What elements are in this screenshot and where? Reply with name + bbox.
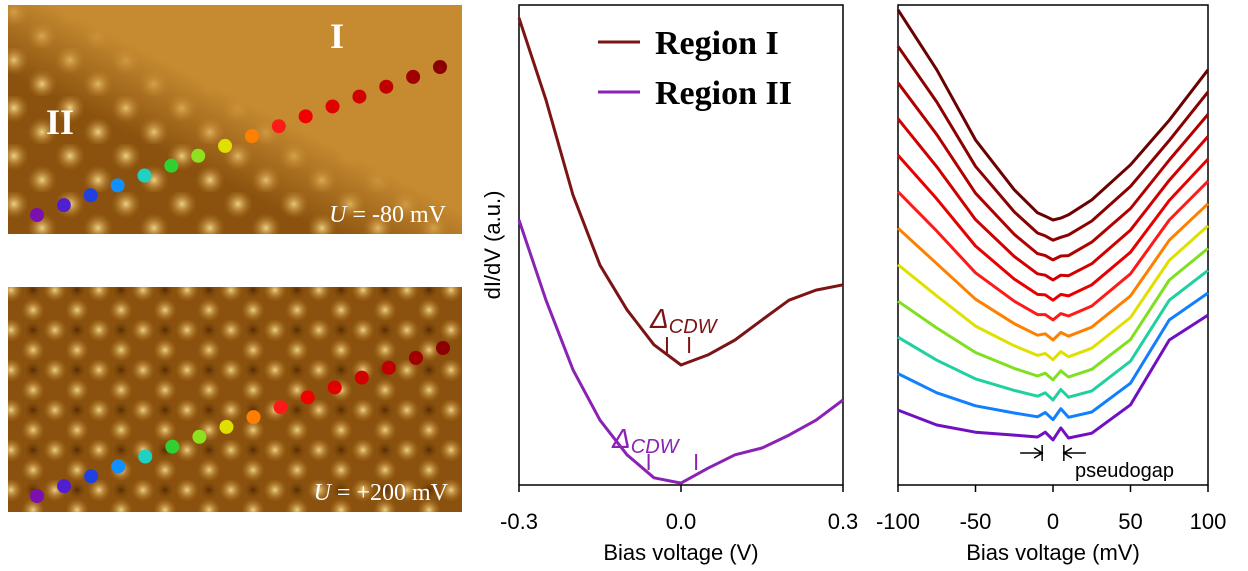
position-dot xyxy=(327,380,342,395)
x-tick-label: 0.0 xyxy=(666,509,697,534)
position-dot xyxy=(138,449,153,464)
x-tick-label: 0.3 xyxy=(828,509,859,534)
stm-image xyxy=(8,287,462,512)
position-dot xyxy=(381,360,396,375)
position-dot xyxy=(30,489,44,503)
data-line xyxy=(517,219,844,485)
position-dot xyxy=(354,370,369,385)
position-dot xyxy=(219,419,234,434)
bias-label: U = -80 mV xyxy=(329,202,447,228)
data-line xyxy=(897,224,1209,362)
position-dot xyxy=(244,129,259,144)
x-tick-label: 100 xyxy=(1190,509,1227,534)
region-label: I xyxy=(330,16,344,56)
x-tick-label: 50 xyxy=(1118,509,1142,534)
x-axis-label: Bias voltage (mV) xyxy=(966,540,1140,565)
region-label: II xyxy=(46,102,74,142)
gap-arrow xyxy=(1062,447,1086,459)
position-dot xyxy=(436,341,450,355)
data-line xyxy=(896,202,1210,342)
position-dot xyxy=(218,138,233,153)
position-dot xyxy=(57,479,72,494)
gap-label: ΔCDW xyxy=(649,303,719,338)
position-dots xyxy=(30,60,450,503)
x-axis-label: Bias voltage (V) xyxy=(603,540,758,565)
data-line xyxy=(897,269,1209,402)
legend-label: Region I xyxy=(655,25,779,62)
x-tick-label: -50 xyxy=(960,509,992,534)
data-line xyxy=(897,313,1209,442)
position-dot xyxy=(406,69,421,84)
plot-frame xyxy=(897,4,1209,486)
position-dot xyxy=(165,439,180,454)
data-line xyxy=(896,8,1210,222)
position-dot xyxy=(300,390,315,405)
x-tick-label: 0 xyxy=(1047,509,1059,534)
data-line xyxy=(896,180,1210,322)
stm-image xyxy=(8,5,462,234)
position-dot xyxy=(84,469,99,484)
position-dot xyxy=(111,459,126,474)
data-line xyxy=(896,45,1210,242)
pseudogap-label: pseudogap xyxy=(1075,460,1174,482)
data-line xyxy=(896,117,1210,282)
position-dot xyxy=(137,168,152,183)
data-line xyxy=(896,81,1210,262)
data-line xyxy=(897,291,1209,422)
position-dot xyxy=(191,148,206,163)
position-dot xyxy=(408,350,423,365)
bias-label: U = +200 mV xyxy=(314,480,449,506)
x-tick-label: -0.3 xyxy=(500,509,538,534)
gap-arrow xyxy=(1020,447,1044,459)
position-dot xyxy=(325,99,340,114)
position-dot xyxy=(271,119,286,134)
legend-label: Region II xyxy=(655,75,792,112)
position-dot xyxy=(298,109,313,124)
data-line xyxy=(896,154,1210,302)
data-line xyxy=(517,17,844,367)
data-line xyxy=(897,247,1209,382)
position-dot xyxy=(352,89,367,104)
position-dot xyxy=(30,208,44,222)
position-dot xyxy=(246,410,261,425)
x-tick-label: -100 xyxy=(876,509,920,534)
gap-label: ΔCDW xyxy=(611,423,681,458)
y-axis-label: dI/dV (a.u.) xyxy=(480,191,505,300)
position-dot xyxy=(192,429,207,444)
position-dot xyxy=(433,60,447,74)
position-dot xyxy=(273,400,288,415)
position-dot xyxy=(56,198,71,213)
position-dot xyxy=(164,158,179,173)
position-dot xyxy=(83,188,98,203)
position-dot xyxy=(110,178,125,193)
position-dot xyxy=(379,79,394,94)
